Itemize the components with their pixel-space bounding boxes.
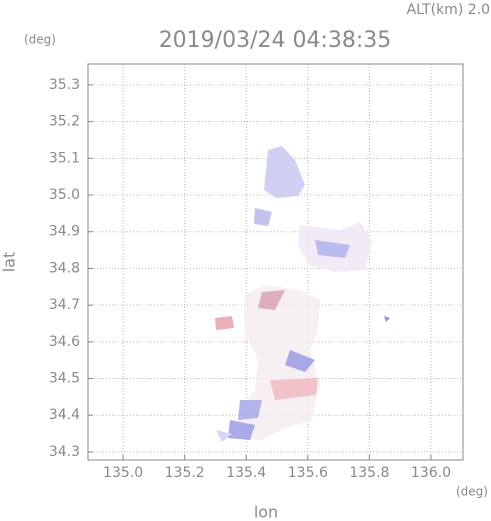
x-tick-label: 135.0 <box>103 465 143 481</box>
x-tick-label: 136.0 <box>411 465 451 481</box>
echo-region <box>270 378 318 400</box>
y-unit: (deg) <box>24 33 56 47</box>
y-tick-label: 34.7 <box>49 297 80 313</box>
x-tick-label: 135.2 <box>165 465 205 481</box>
echo-region <box>384 316 390 322</box>
y-tick-label: 34.8 <box>49 260 80 276</box>
echo-region <box>258 290 285 310</box>
y-tick-label: 35.0 <box>49 187 80 203</box>
y-axis-label: lat <box>0 252 19 273</box>
y-tick-label: 34.6 <box>49 334 80 350</box>
x-tick-label: 135.8 <box>349 465 389 481</box>
plot-frame <box>87 63 464 461</box>
y-tick-label: 34.5 <box>49 371 80 387</box>
x-unit: (deg) <box>456 485 488 499</box>
y-tick-label: 34.3 <box>49 444 80 460</box>
echo-region <box>238 400 262 420</box>
echo-region <box>264 146 305 198</box>
echo-region <box>215 316 234 330</box>
chart-title: 2019/03/24 04:38:35 <box>159 28 392 53</box>
echo-region <box>285 350 315 372</box>
altitude-label: ALT(km) 2.0 <box>407 2 490 18</box>
echo-region <box>216 430 232 442</box>
x-tick-label: 135.6 <box>288 465 328 481</box>
y-tick-label: 35.3 <box>49 77 80 93</box>
echo-region <box>228 420 255 440</box>
x-axis-label: lon <box>254 503 278 521</box>
echo-region <box>315 240 350 258</box>
echo-regions <box>215 146 390 442</box>
y-tick-label: 34.9 <box>49 224 80 240</box>
y-tick-label: 35.2 <box>49 114 80 130</box>
echo-region <box>254 208 272 226</box>
x-tick-label: 135.4 <box>226 465 266 481</box>
y-tick-label: 35.1 <box>49 150 80 166</box>
y-tick-label: 34.4 <box>49 407 80 423</box>
